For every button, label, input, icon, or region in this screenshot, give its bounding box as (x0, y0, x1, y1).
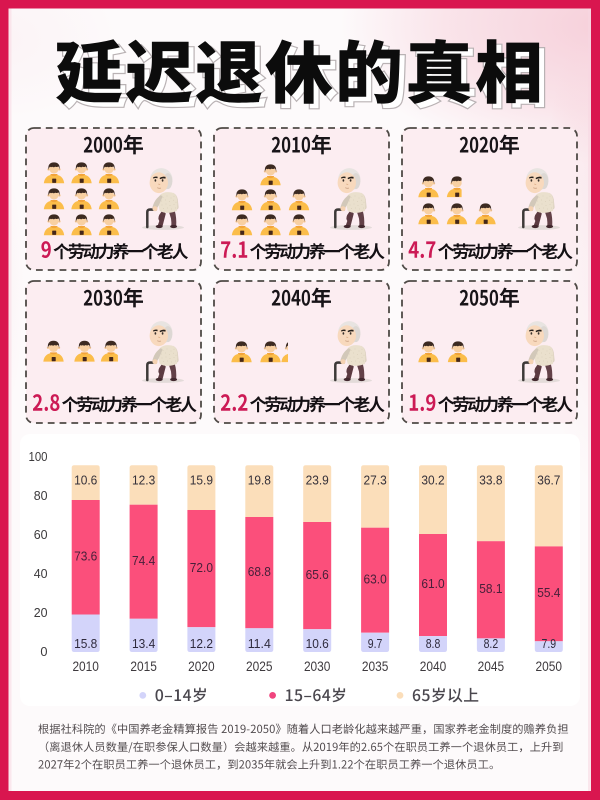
svg-text:9.7: 9.7 (368, 636, 383, 651)
svg-text:19.8: 19.8 (248, 473, 271, 488)
svg-text:58.1: 58.1 (479, 581, 502, 596)
svg-text:72.0: 72.0 (190, 560, 213, 575)
svg-text:74.4: 74.4 (132, 553, 155, 568)
svg-text:2050: 2050 (536, 658, 563, 674)
svg-text:20: 20 (34, 605, 48, 620)
svg-text:33.8: 33.8 (479, 473, 502, 488)
svg-text:8.2: 8.2 (484, 636, 499, 651)
svg-text:0: 0 (40, 644, 47, 659)
svg-text:36.7: 36.7 (537, 473, 560, 488)
svg-text:73.6: 73.6 (74, 549, 97, 564)
svg-text:30.2: 30.2 (421, 473, 444, 488)
svg-text:63.0: 63.0 (364, 571, 387, 586)
svg-text:13.4: 13.4 (132, 636, 155, 651)
svg-text:10.6: 10.6 (74, 473, 97, 488)
svg-text:12.2: 12.2 (190, 636, 213, 651)
svg-text:8.8: 8.8 (426, 636, 441, 651)
svg-text:40: 40 (34, 566, 48, 581)
svg-text:27.3: 27.3 (364, 473, 387, 488)
svg-text:61.0: 61.0 (421, 576, 444, 591)
svg-text:2035: 2035 (362, 658, 389, 674)
svg-text:2040: 2040 (420, 658, 447, 674)
svg-text:2025: 2025 (246, 658, 273, 674)
svg-text:2045: 2045 (478, 658, 505, 674)
svg-text:60: 60 (34, 527, 48, 542)
svg-text:11.4: 11.4 (248, 636, 271, 651)
svg-text:7.9: 7.9 (542, 636, 557, 651)
svg-text:12.3: 12.3 (132, 473, 155, 488)
svg-text:2020: 2020 (188, 658, 215, 674)
svg-text:80: 80 (34, 488, 48, 503)
svg-text:55.4: 55.4 (537, 585, 560, 600)
svg-text:2010: 2010 (72, 658, 99, 674)
svg-text:100: 100 (29, 449, 48, 464)
svg-text:15.9: 15.9 (190, 473, 213, 488)
svg-text:2015: 2015 (130, 658, 157, 674)
svg-text:65.6: 65.6 (306, 567, 329, 582)
svg-text:15.8: 15.8 (74, 636, 97, 651)
svg-text:23.9: 23.9 (306, 473, 329, 488)
svg-text:2030: 2030 (304, 658, 331, 674)
svg-text:68.8: 68.8 (248, 564, 271, 579)
svg-text:10.6: 10.6 (306, 636, 329, 651)
